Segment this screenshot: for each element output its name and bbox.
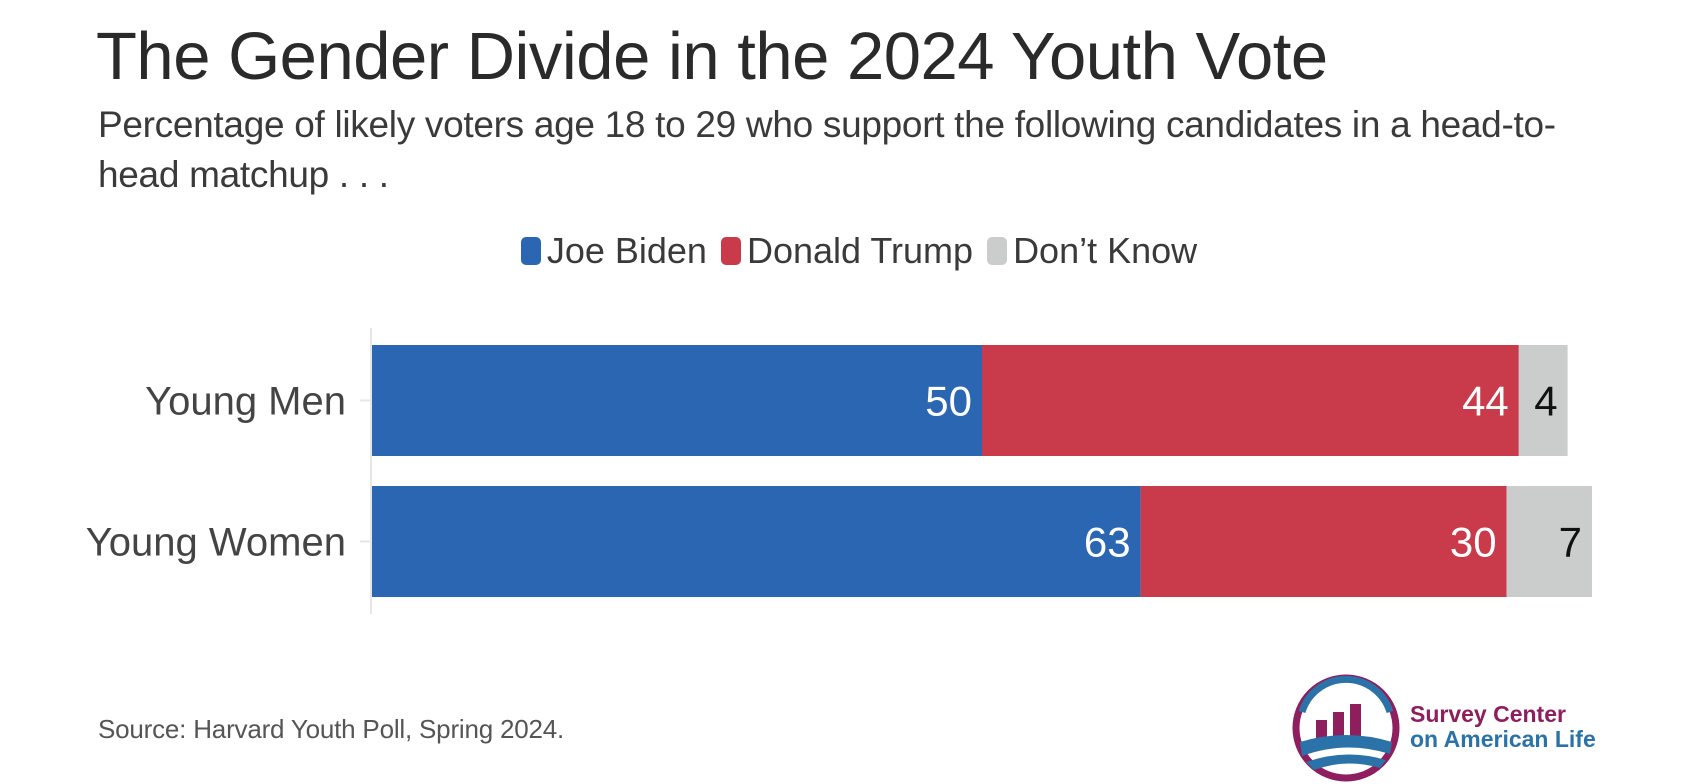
data-label-trump: 44	[1462, 378, 1509, 425]
bar-trump	[982, 345, 1519, 456]
legend-label-trump: Donald Trump	[746, 230, 974, 271]
legend-label-dontknow: Don’t Know	[1013, 230, 1198, 271]
legend-swatch-dontknow	[987, 237, 1008, 265]
legend: Joe Biden Donald Trump Don’t Know	[0, 230, 1698, 272]
bar-trump	[1140, 486, 1507, 597]
legend-swatch-trump	[720, 237, 741, 265]
logo-text: Survey Center on American Life	[1410, 702, 1596, 752]
data-label-biden: 50	[925, 378, 972, 425]
data-label-trump: 30	[1450, 519, 1497, 566]
legend-item-trump: Donald Trump	[720, 230, 974, 272]
bar-dontknow	[1506, 486, 1592, 597]
category-label: Young Women	[86, 521, 346, 565]
category-label: Young Men	[145, 380, 346, 424]
bar-chart-globe-icon	[1292, 674, 1400, 782]
legend-item-dontknow: Don’t Know	[987, 230, 1197, 272]
bar-biden	[372, 345, 982, 456]
legend-item-biden: Joe Biden	[520, 230, 707, 272]
logo-line2: on American Life	[1410, 726, 1596, 752]
legend-label-biden: Joe Biden	[546, 230, 707, 271]
logo-line1: Survey Center	[1410, 701, 1566, 727]
data-label-dontknow: 7	[1559, 519, 1582, 566]
legend-swatch-biden	[520, 237, 541, 265]
data-label-biden: 63	[1084, 519, 1131, 566]
source-note: Source: Harvard Youth Poll, Spring 2024.	[98, 714, 565, 744]
data-label-dontknow: 4	[1534, 378, 1557, 425]
bar-dontknow	[1518, 345, 1568, 456]
chart-subtitle: Percentage of likely voters age 18 to 29…	[98, 104, 1556, 195]
bar-biden	[372, 486, 1141, 597]
chart-title: The Gender Divide in the 2024 Youth Vote	[96, 19, 1328, 94]
